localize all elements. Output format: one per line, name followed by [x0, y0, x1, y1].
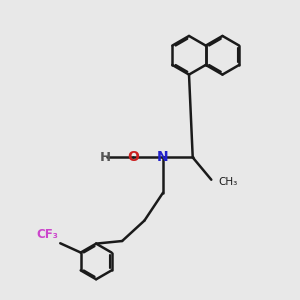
Text: H: H: [100, 151, 111, 164]
Text: N: N: [157, 150, 169, 164]
Text: CH₃: CH₃: [218, 177, 237, 187]
Text: CF₃: CF₃: [37, 228, 58, 242]
Text: O: O: [127, 150, 139, 164]
